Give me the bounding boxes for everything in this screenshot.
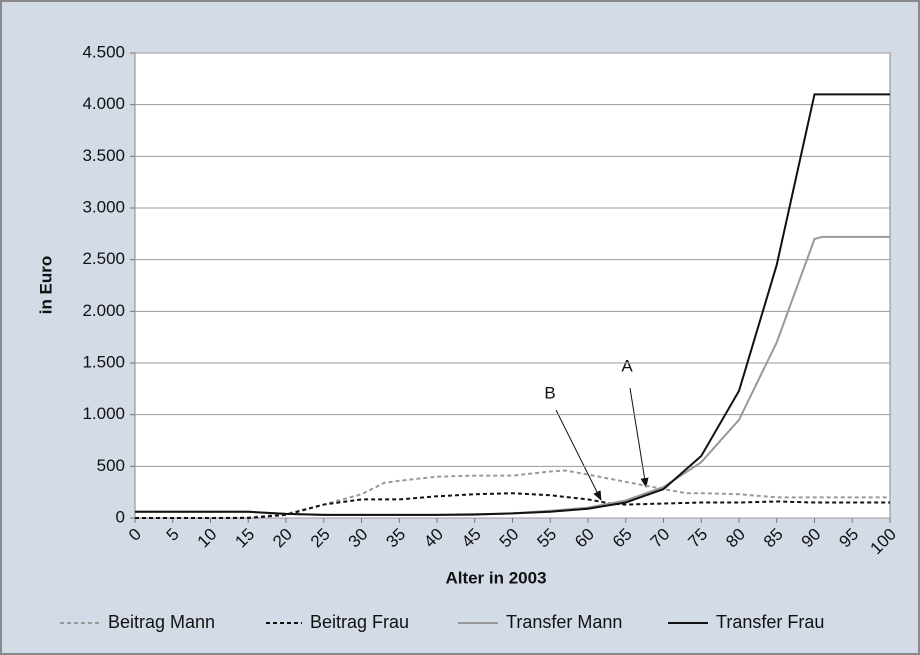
y-tick-label: 4.500 [82, 42, 125, 61]
annotation-arrow [629, 387, 649, 488]
x-axis-title: Alter in 2003 [445, 568, 546, 587]
y-tick-label: 0 [116, 507, 125, 526]
y-tick-label: 3.500 [82, 146, 125, 165]
y-tick-label: 2.000 [82, 301, 125, 320]
y-tick-label: 1.000 [82, 404, 125, 423]
series-line [135, 93, 890, 516]
y-axis-title: in Euro [36, 256, 55, 315]
annotation-arrow [555, 409, 602, 501]
legend-label: Beitrag Mann [108, 612, 215, 632]
legend-label: Beitrag Frau [310, 612, 409, 632]
legend-label: Transfer Frau [716, 612, 824, 632]
annotation: A [621, 356, 633, 375]
plot-area [134, 52, 891, 519]
series-line [135, 492, 890, 519]
series-line [135, 469, 890, 519]
y-tick-label: 500 [97, 456, 125, 475]
annotation: B [544, 383, 555, 402]
legend-label: Transfer Mann [506, 612, 622, 632]
y-tick-label: 1.500 [82, 352, 125, 371]
y-tick-label: 2.500 [82, 249, 125, 268]
y-tick-label: 4.000 [82, 94, 125, 113]
y-tick-label: 3.000 [82, 197, 125, 216]
